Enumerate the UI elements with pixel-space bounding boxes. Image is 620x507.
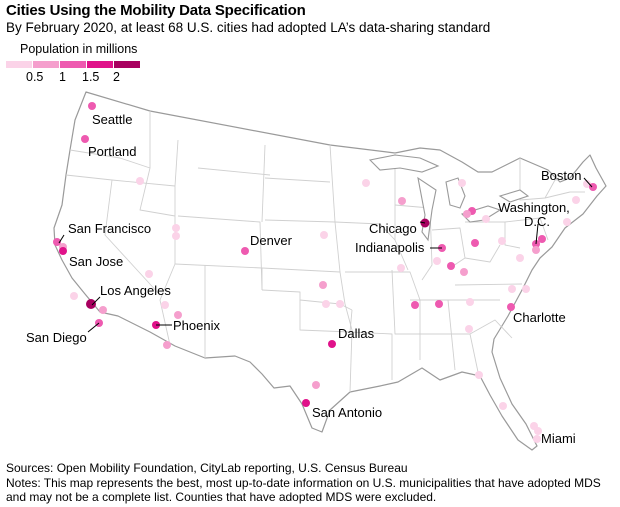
label-phoenix: Phoenix [173,318,220,333]
city-dot [70,292,78,300]
city-dot [460,268,468,276]
legend-label-2: 2 [113,70,120,84]
label-san-jose: San Jose [69,254,123,269]
label-san-antonio: San Antonio [312,405,382,420]
city-dot [466,298,474,306]
map-title: Cities Using the Mobility Data Specifica… [6,2,306,19]
city-dot [172,224,180,232]
legend-swatch-5 [114,61,140,68]
label-washington: Washington, [498,200,570,215]
city-dot [516,254,524,262]
city-dot [563,218,571,226]
city-dot [163,341,171,349]
city-dot [572,196,580,204]
legend-label-1-5: 1.5 [82,70,100,84]
city-dot [411,301,419,309]
label-los-angeles: Los Angeles [100,283,171,298]
city-dot-san-jose [59,247,67,255]
city-dot [136,177,144,185]
city-dot [465,325,473,333]
legend-swatch-2 [33,61,59,68]
notes-text: Notes: This map represents the best, mos… [6,475,601,505]
city-dot [499,402,507,410]
city-dot [362,179,370,187]
city-dot [397,264,405,272]
city-dot [322,300,330,308]
city-dot [447,262,455,270]
label-dallas: Dallas [338,326,375,341]
city-dot [99,306,107,314]
label-san-francisco: San Francisco [68,221,151,236]
city-labels: Seattle Portland San Francisco San Jose … [26,112,581,446]
city-dot-miami [533,435,541,443]
city-dot [172,232,180,240]
city-dot-seattle [88,102,96,110]
leader-lines [58,177,593,333]
label-san-diego: San Diego [26,330,87,345]
city-dot [498,237,506,245]
city-dot [312,381,320,389]
label-indianapolis: Indianapolis [355,240,425,255]
footer: Sources: Open Mobility Foundation, CityL… [6,461,614,505]
label-portland: Portland [88,144,136,159]
population-legend [6,61,141,68]
city-dot [475,371,483,379]
label-miami: Miami [541,431,576,446]
sources-text: Sources: Open Mobility Foundation, CityL… [6,461,408,475]
city-dot [522,285,530,293]
label-charlotte: Charlotte [513,310,566,325]
state-borders [65,111,585,393]
city-dot [174,311,182,319]
city-dot [145,270,153,278]
city-dot-los-angeles [86,299,96,309]
city-dots [53,102,597,443]
city-dot [336,300,344,308]
city-dot-san-francisco [53,238,61,246]
map-subtitle: By February 2020, at least 68 U.S. citie… [6,20,491,35]
legend-title: Population in millions [20,42,138,56]
legend-swatch-1 [6,61,32,68]
city-dot-boston [589,183,597,191]
city-dot [458,179,466,187]
legend-label-1: 1 [59,70,66,84]
city-dot [583,180,591,188]
city-dot [463,210,471,218]
city-dot [435,300,443,308]
legend-swatch-4 [87,61,113,68]
label-washington-dc: D.C. [524,214,550,229]
city-dot [532,246,540,254]
city-dot-dallas [328,340,336,348]
city-dot [161,301,169,309]
city-dot-portland [81,135,89,143]
label-chicago: Chicago [369,221,417,236]
city-dot [319,281,327,289]
city-dot [320,231,328,239]
city-dot-san-antonio [302,399,310,407]
legend-label-0-5: 0.5 [26,70,44,84]
city-dot [471,239,479,247]
city-dot [508,285,516,293]
city-dot-denver [241,247,249,255]
label-denver: Denver [250,233,293,248]
city-dot-charlotte [507,303,515,311]
city-dot [534,427,542,435]
city-dot [538,235,546,243]
city-dot [433,257,441,265]
city-dot [482,215,490,223]
label-boston: Boston [541,168,581,183]
label-seattle: Seattle [92,112,132,127]
city-dot [398,197,406,205]
legend-swatch-3 [60,61,86,68]
